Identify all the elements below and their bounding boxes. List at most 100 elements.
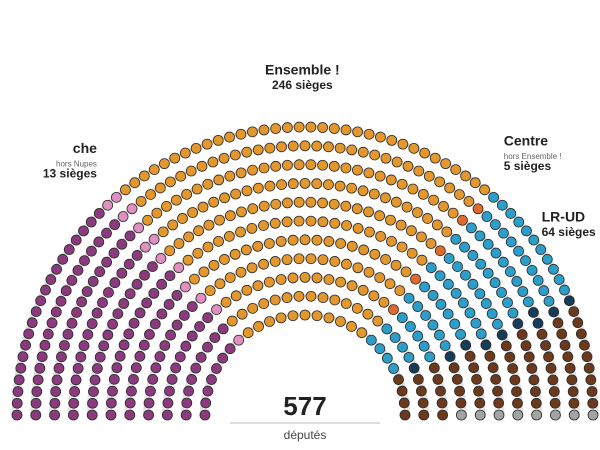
seat bbox=[167, 219, 179, 231]
row-shadow bbox=[180, 293, 430, 419]
seat bbox=[55, 295, 67, 307]
seat bbox=[140, 241, 151, 253]
row-shadow bbox=[67, 180, 543, 419]
seat bbox=[299, 177, 311, 189]
seat bbox=[258, 124, 270, 136]
seat bbox=[293, 196, 305, 208]
seat bbox=[412, 330, 424, 342]
seat bbox=[448, 362, 460, 374]
seat bbox=[374, 343, 386, 355]
seat bbox=[528, 307, 539, 318]
seat bbox=[154, 182, 166, 194]
seat bbox=[281, 216, 293, 228]
seat bbox=[457, 297, 469, 309]
seat bbox=[97, 297, 108, 309]
seat bbox=[397, 341, 408, 353]
seat bbox=[489, 219, 501, 231]
seat bbox=[381, 323, 393, 335]
seat bbox=[543, 351, 554, 363]
seat bbox=[375, 230, 387, 242]
seat bbox=[123, 258, 135, 270]
seat bbox=[270, 123, 282, 134]
seat bbox=[512, 318, 524, 330]
seat bbox=[504, 351, 516, 363]
seat bbox=[431, 219, 443, 231]
seat bbox=[164, 245, 176, 257]
seat bbox=[500, 340, 512, 352]
seat bbox=[81, 286, 93, 297]
seat bbox=[30, 397, 42, 409]
seat bbox=[258, 200, 270, 212]
seat bbox=[145, 189, 156, 200]
seat bbox=[30, 409, 42, 421]
seat bbox=[258, 258, 269, 270]
seat bbox=[305, 159, 317, 171]
group-subtitle: hors Nupes bbox=[56, 160, 97, 169]
seat bbox=[182, 254, 194, 266]
seat bbox=[252, 280, 264, 292]
seat bbox=[341, 220, 352, 231]
seat bbox=[372, 315, 384, 327]
seat bbox=[293, 215, 305, 227]
seat bbox=[374, 170, 386, 182]
seat bbox=[540, 340, 551, 351]
seat bbox=[109, 277, 121, 289]
seat bbox=[568, 306, 580, 318]
seat bbox=[396, 312, 408, 324]
seat bbox=[363, 167, 375, 179]
seat bbox=[139, 269, 150, 281]
group-name: Ensemble ! bbox=[265, 62, 340, 78]
seat bbox=[429, 152, 441, 164]
seat bbox=[164, 270, 176, 282]
seat bbox=[49, 397, 61, 409]
seat bbox=[93, 236, 105, 248]
seat bbox=[88, 386, 99, 397]
seat bbox=[328, 160, 340, 172]
seat bbox=[144, 328, 155, 340]
seat bbox=[72, 264, 84, 276]
seat bbox=[405, 225, 417, 237]
seat bbox=[562, 351, 574, 363]
seat bbox=[258, 220, 269, 231]
seat bbox=[138, 339, 150, 351]
seat bbox=[424, 351, 436, 363]
seat bbox=[270, 198, 282, 210]
seat bbox=[86, 409, 98, 421]
seat bbox=[128, 317, 140, 329]
seat bbox=[454, 189, 465, 200]
seat bbox=[493, 397, 505, 409]
seat bbox=[179, 147, 191, 159]
seat bbox=[217, 352, 229, 364]
seat bbox=[532, 317, 544, 329]
seat bbox=[464, 350, 476, 362]
seat bbox=[190, 362, 202, 374]
seat bbox=[380, 152, 392, 164]
seat bbox=[434, 245, 446, 257]
seat bbox=[567, 386, 579, 397]
seat bbox=[375, 131, 386, 143]
seat bbox=[583, 362, 595, 374]
seat bbox=[180, 281, 191, 293]
seat bbox=[452, 261, 463, 273]
seat bbox=[427, 290, 439, 301]
seat bbox=[258, 298, 270, 309]
seat bbox=[299, 234, 311, 246]
seat bbox=[522, 296, 534, 308]
seat bbox=[241, 146, 253, 158]
seat bbox=[451, 373, 463, 385]
seat bbox=[305, 253, 317, 265]
seat bbox=[465, 222, 477, 234]
seat bbox=[496, 199, 508, 211]
seat bbox=[202, 241, 214, 253]
seat bbox=[473, 385, 484, 397]
seat bbox=[164, 385, 175, 397]
seat bbox=[545, 362, 557, 374]
seat bbox=[334, 142, 346, 154]
seat bbox=[559, 284, 570, 296]
seat bbox=[281, 122, 293, 133]
seat bbox=[166, 373, 178, 385]
seat bbox=[408, 142, 420, 154]
seat bbox=[118, 298, 130, 309]
seat bbox=[530, 386, 541, 397]
